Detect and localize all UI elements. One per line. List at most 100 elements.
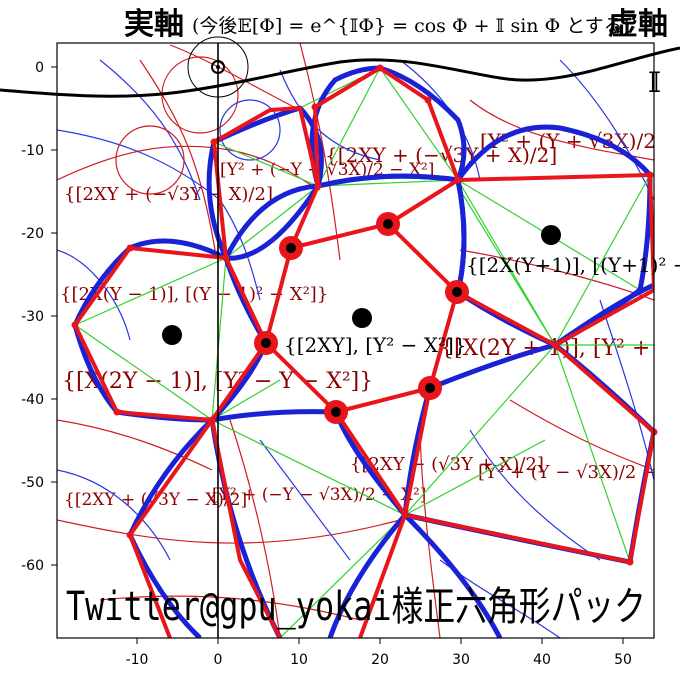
title-formula: (今後𝔼[Φ] = e^{𝕀Φ} = cos Φ + 𝕀 sin Φ とする) xyxy=(192,15,630,37)
thin-red-curve xyxy=(299,43,341,261)
red-hexagon-left xyxy=(73,246,268,422)
small-vertex xyxy=(126,244,134,252)
red-hexagon-right-lower xyxy=(404,343,654,564)
bg-formula-11: [Y² + (Y − √3X)/2 − X²] xyxy=(478,462,680,483)
green-edge xyxy=(213,141,319,187)
y-tick-label: -40 xyxy=(21,392,44,408)
red-hexagon-top xyxy=(313,66,460,226)
thin-red-circle xyxy=(115,125,185,195)
red-hexagon-right xyxy=(456,173,654,347)
hexagon-vertices xyxy=(254,212,469,424)
green-edge xyxy=(554,174,651,346)
hexagon-vertex-core xyxy=(383,219,393,229)
x-tick-label: -10 xyxy=(126,652,149,668)
axes: -10 0 10 20 30 40 50 0 -10 -20 -30 -40 -… xyxy=(21,42,655,668)
small-vertex xyxy=(454,176,462,184)
wavy-real-axis xyxy=(0,46,680,98)
green-edge xyxy=(211,419,406,516)
thin-red-curve xyxy=(169,44,301,111)
bg-formula-10: {[2XY − (√3Y + X)/2] xyxy=(350,454,544,475)
hexagon-vertex-core xyxy=(425,383,435,393)
bg-formula-5: {[2X(Y − 1)], [(Y − 1)² − X²]} xyxy=(60,284,328,305)
green-edge xyxy=(459,189,556,346)
x-tick-label: 10 xyxy=(290,652,308,668)
center-dot xyxy=(352,308,372,328)
green-edge xyxy=(317,67,381,187)
thin-red-curve xyxy=(57,419,213,471)
y-tick-label: -30 xyxy=(21,309,44,325)
origin-ring-inner xyxy=(211,60,225,74)
small-vertices xyxy=(71,64,658,566)
x-tick-label: 40 xyxy=(533,652,551,668)
title-real-axis: 実軸 xyxy=(124,7,184,42)
blue-curve-top-left xyxy=(206,105,324,261)
thin-red-curve xyxy=(57,145,321,191)
thin-blue-curve xyxy=(279,69,381,161)
small-vertex xyxy=(222,254,230,262)
thin-red-curve xyxy=(509,399,654,471)
x-tick-label: 30 xyxy=(452,652,470,668)
thin-blue-curve xyxy=(99,59,201,201)
small-vertex xyxy=(626,558,634,566)
x-tick-label: 0 xyxy=(214,652,223,668)
origin-dot xyxy=(216,65,220,69)
thin-red-circle xyxy=(161,56,239,134)
thin-red-curve xyxy=(139,59,216,251)
x-tick-label: 20 xyxy=(371,652,389,668)
small-vertex xyxy=(376,64,384,72)
thin-blue-curve xyxy=(469,429,601,561)
x-tick-labels: -10 0 10 20 30 40 50 xyxy=(126,652,632,668)
green-edge xyxy=(404,439,546,516)
center-hexagon-label: {[2XY], [Y² − X²]} xyxy=(284,333,467,357)
red-hexagon-top-left xyxy=(212,106,320,344)
hexagon-vertex-core xyxy=(261,338,271,348)
small-vertex xyxy=(551,341,559,349)
small-vertex xyxy=(208,416,216,424)
small-vertex xyxy=(71,321,79,329)
green-edge xyxy=(404,344,556,516)
blue-curve-top xyxy=(309,65,467,189)
hexagon-vertex-core xyxy=(286,243,296,253)
origin-ring-outer xyxy=(187,36,249,98)
green-edge xyxy=(279,514,406,638)
hexagon-centers xyxy=(162,225,561,345)
x-ticks xyxy=(136,638,624,644)
imaginary-axis-symbol: 𝕀 xyxy=(648,66,661,99)
y-ticks xyxy=(51,66,57,566)
green-edge xyxy=(74,257,227,326)
green-edge xyxy=(379,67,459,181)
title: 実軸 (今後𝔼[Φ] = e^{𝕀Φ} = cos Φ + 𝕀 sin Φ とす… xyxy=(124,7,668,99)
y-tick-label: -20 xyxy=(21,226,44,242)
right-hexagon-label: {[2X(Y+1)], [(Y+1)² − X²]} xyxy=(466,253,680,277)
hexagon-vertex-core xyxy=(331,407,341,417)
y-tick-label: -60 xyxy=(21,558,44,574)
plot-frame xyxy=(56,42,655,639)
center-dot xyxy=(162,325,182,345)
green-edge xyxy=(317,179,459,187)
green-edge xyxy=(225,185,319,259)
small-vertex xyxy=(126,531,134,539)
green-edge xyxy=(74,324,213,421)
small-vertex xyxy=(113,408,121,416)
small-vertex xyxy=(401,511,409,519)
thin-red-curve xyxy=(99,595,361,621)
y-tick-labels: 0 -10 -20 -30 -40 -50 -60 xyxy=(21,60,44,574)
small-vertex xyxy=(210,138,218,146)
thin-blue-curve xyxy=(57,469,171,561)
red-hexagon-bottom-right xyxy=(358,514,407,638)
bg-formula-3: {[2XY + (−√3Y − X)/2] xyxy=(64,184,273,205)
y-tick-label: -10 xyxy=(21,143,44,159)
green-edge xyxy=(211,257,227,421)
thin-red-curve xyxy=(229,419,281,638)
center-dot xyxy=(541,225,561,245)
bg-formula-9: [Y² + (−Y − √3X)/2 − X²] xyxy=(212,485,426,505)
thin-blue-circle xyxy=(219,99,281,161)
small-vertex xyxy=(311,103,319,111)
small-vertex xyxy=(424,96,432,104)
green-edge xyxy=(554,344,631,563)
thin-blue-curve xyxy=(259,439,351,561)
title-imaginary-axis: 虚軸 xyxy=(608,7,668,42)
real-axis-curve xyxy=(0,36,680,98)
y-tick-label: -50 xyxy=(21,475,44,491)
